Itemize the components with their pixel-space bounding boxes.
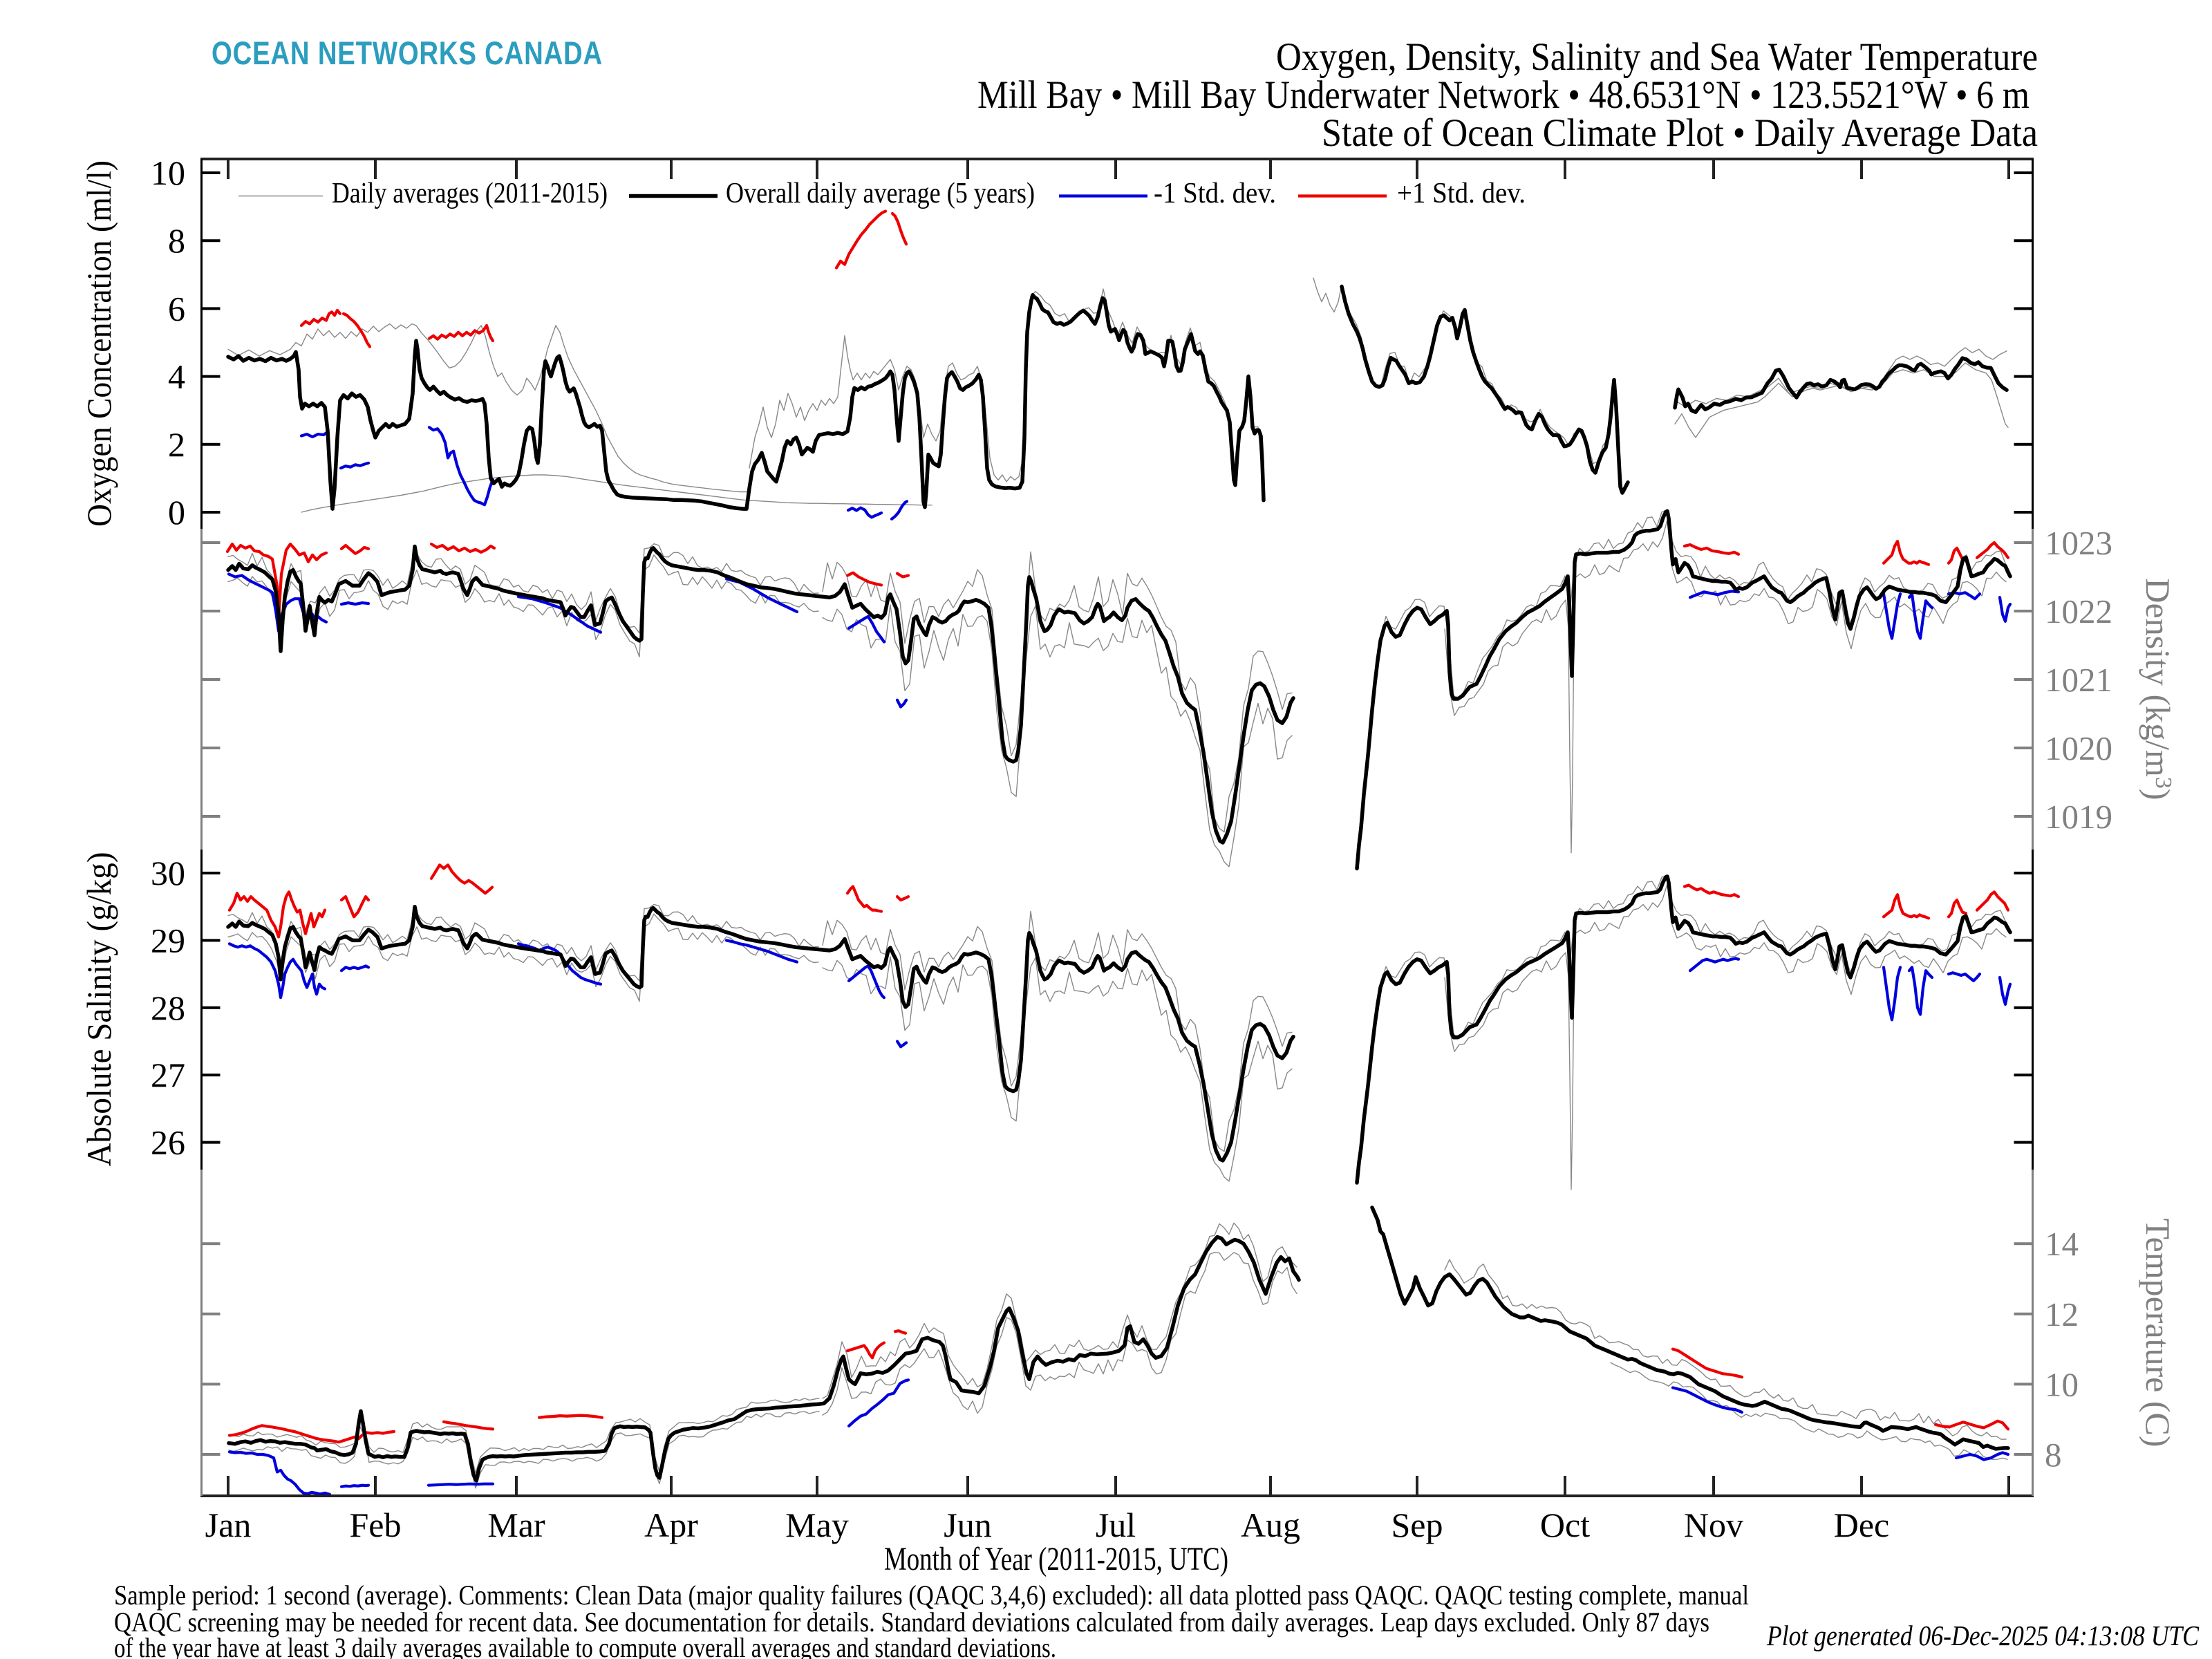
svg-text:1020: 1020 [2045, 729, 2112, 767]
svg-text:Sep: Sep [1391, 1506, 1443, 1544]
svg-text:OCEAN NETWORKS CANADA: OCEAN NETWORKS CANADA [212, 35, 603, 71]
svg-text:Feb: Feb [350, 1506, 402, 1544]
svg-text:Overall daily average (5 years: Overall daily average (5 years) [726, 178, 1035, 209]
svg-text:Daily averages (2011-2015): Daily averages (2011-2015) [332, 178, 608, 209]
svg-text:12: 12 [2045, 1295, 2079, 1333]
svg-text:QAQC screening may be needed f: QAQC screening may be needed for recent … [114, 1606, 1709, 1638]
svg-text:1021: 1021 [2045, 661, 2112, 699]
svg-text:10: 10 [151, 153, 185, 192]
svg-text:Plot generated 06-Dec-2025 04:: Plot generated 06-Dec-2025 04:13:08 UTC [1766, 1620, 2199, 1651]
svg-text:Nov: Nov [1684, 1506, 1743, 1544]
svg-text:Oxygen, Density, Salinity and: Oxygen, Density, Salinity and Sea Water … [1276, 35, 2038, 79]
svg-text:Oct: Oct [1540, 1506, 1590, 1544]
svg-text:Apr: Apr [644, 1506, 698, 1544]
svg-text:Dec: Dec [1834, 1506, 1890, 1544]
svg-text:Jun: Jun [944, 1506, 991, 1544]
svg-text:26: 26 [151, 1123, 185, 1162]
svg-text:8: 8 [2045, 1436, 2062, 1474]
svg-text:4: 4 [168, 357, 185, 396]
svg-text:1019: 1019 [2045, 798, 2112, 836]
svg-text:Temperature (C): Temperature (C) [2139, 1218, 2177, 1447]
svg-text:Sample period: 1 second (avera: Sample period: 1 second (average). Comme… [114, 1580, 1749, 1611]
svg-text:1022: 1022 [2045, 592, 2112, 630]
svg-text:1023: 1023 [2045, 524, 2112, 562]
svg-text:28: 28 [151, 988, 185, 1027]
svg-text:Absolute Salinity (g/kg): Absolute Salinity (g/kg) [79, 852, 118, 1167]
svg-text:14: 14 [2045, 1225, 2079, 1263]
svg-text:Aug: Aug [1241, 1506, 1300, 1544]
svg-text:8: 8 [168, 221, 185, 260]
svg-text:6: 6 [168, 289, 185, 328]
svg-text:10: 10 [2045, 1365, 2079, 1403]
svg-text:0: 0 [168, 493, 185, 532]
svg-text:2: 2 [168, 425, 185, 464]
svg-text:May: May [785, 1506, 849, 1544]
svg-text:Mill Bay • Mill Bay Underwater: Mill Bay • Mill Bay Underwater Network •… [977, 73, 2030, 117]
svg-text:Month of Year (2011-2015, UTC): Month of Year (2011-2015, UTC) [884, 1541, 1228, 1577]
svg-text:Jan: Jan [205, 1506, 252, 1544]
svg-text:30: 30 [151, 854, 185, 892]
svg-text:Oxygen Concentration (ml/l): Oxygen Concentration (ml/l) [79, 160, 118, 527]
svg-text:of the year have at least 3 da: of the year have at least 3 daily averag… [114, 1632, 1056, 1659]
svg-text:27: 27 [151, 1056, 185, 1094]
svg-text:-1 Std. dev.: -1 Std. dev. [1154, 178, 1276, 209]
svg-text:+1 Std. dev.: +1 Std. dev. [1397, 178, 1526, 209]
svg-text:Density (kg/m3): Density (kg/m3) [2139, 578, 2177, 800]
svg-text:29: 29 [151, 921, 185, 959]
svg-text:Mar: Mar [487, 1506, 545, 1544]
svg-text:Jul: Jul [1096, 1506, 1136, 1544]
svg-text:State of Ocean Climate Plot •: State of Ocean Climate Plot • Daily Aver… [1322, 111, 2038, 155]
